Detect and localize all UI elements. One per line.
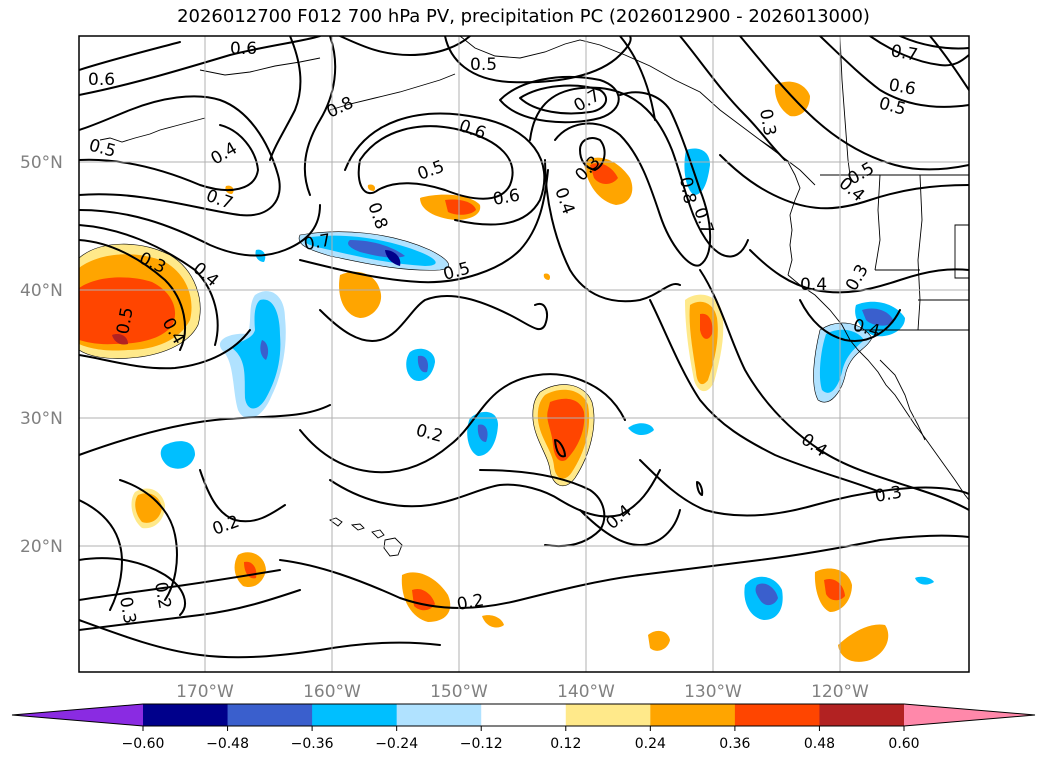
colorbar-bin xyxy=(227,704,313,726)
contour-label: 0.7 xyxy=(889,41,919,65)
colorbar-tick-label: −0.60 xyxy=(122,736,165,752)
map-title: 2026012700 F012 700 hPa PV, precipitatio… xyxy=(177,6,870,27)
longitude-labels: 170°W 160°W 150°W 140°W 130°W 120°W xyxy=(176,682,869,702)
colorbar-tick-label: 0.36 xyxy=(719,736,750,752)
contour-label: 0.5 xyxy=(470,55,497,75)
colorbar-extend-min xyxy=(12,704,143,726)
colorbar-tick-label: −0.48 xyxy=(206,736,249,752)
contour-label: 0.6 xyxy=(491,186,521,210)
colorbar-bin xyxy=(312,704,398,726)
lon-label: 140°W xyxy=(557,682,615,702)
contour-label: 0.2 xyxy=(455,591,485,615)
precip-positive-shading xyxy=(79,81,889,662)
lon-label: 170°W xyxy=(176,682,234,702)
colorbar-bin xyxy=(143,704,229,726)
colorbar-tick-label: 0.48 xyxy=(804,736,835,752)
colorbar-bin xyxy=(819,704,905,726)
lat-label: 50°N xyxy=(20,153,63,173)
colorbar-tick-label: −0.12 xyxy=(460,736,503,752)
colorbar-tick-label: −0.24 xyxy=(375,736,418,752)
coastlines xyxy=(99,36,969,557)
contour-label: 0.4 xyxy=(800,275,827,295)
gridlines xyxy=(79,36,969,672)
contour-label: 0.3 xyxy=(115,595,139,625)
contour-label: 0.2 xyxy=(150,580,174,610)
lat-label: 40°N xyxy=(20,281,63,301)
contour-label: 0.8 xyxy=(675,175,699,205)
contour-label: 0.6 xyxy=(230,39,257,59)
contour-label: 0.5 xyxy=(113,306,137,336)
colorbar: −0.60 −0.48 −0.36 −0.24 −0.12 0.12 0.24 0.36 0.4… xyxy=(11,703,1036,752)
lon-label: 130°W xyxy=(684,682,742,702)
contour-label: 0.6 xyxy=(887,75,917,99)
colorbar-bin xyxy=(396,704,482,726)
contour-label: 0.7 xyxy=(302,231,332,255)
map-frame xyxy=(78,35,970,673)
contour-label: 0.3 xyxy=(755,107,779,137)
colorbar-tick-label: 0.60 xyxy=(888,736,919,752)
latitude-labels: 50°N 40°N 30°N 20°N xyxy=(20,153,63,557)
lon-label: 150°W xyxy=(430,682,488,702)
lon-label: 160°W xyxy=(303,682,361,702)
colorbar-bin xyxy=(650,704,736,726)
colorbar-tick-label: −0.36 xyxy=(291,736,334,752)
lon-label: 120°W xyxy=(811,682,869,702)
contour-label: 0.6 xyxy=(88,70,115,90)
colorbar-tick-label: 0.12 xyxy=(550,736,581,752)
lat-label: 20°N xyxy=(20,537,63,557)
precip-negative-shading xyxy=(160,148,934,620)
colorbar-extend-max xyxy=(904,704,1035,726)
colorbar-bin xyxy=(565,704,651,726)
colorbar-tick-label: 0.24 xyxy=(635,736,666,752)
lat-label: 30°N xyxy=(20,409,63,429)
colorbar-bin xyxy=(734,704,820,726)
contour-label: 0.3 xyxy=(873,483,903,507)
colorbar-bin xyxy=(481,704,567,726)
